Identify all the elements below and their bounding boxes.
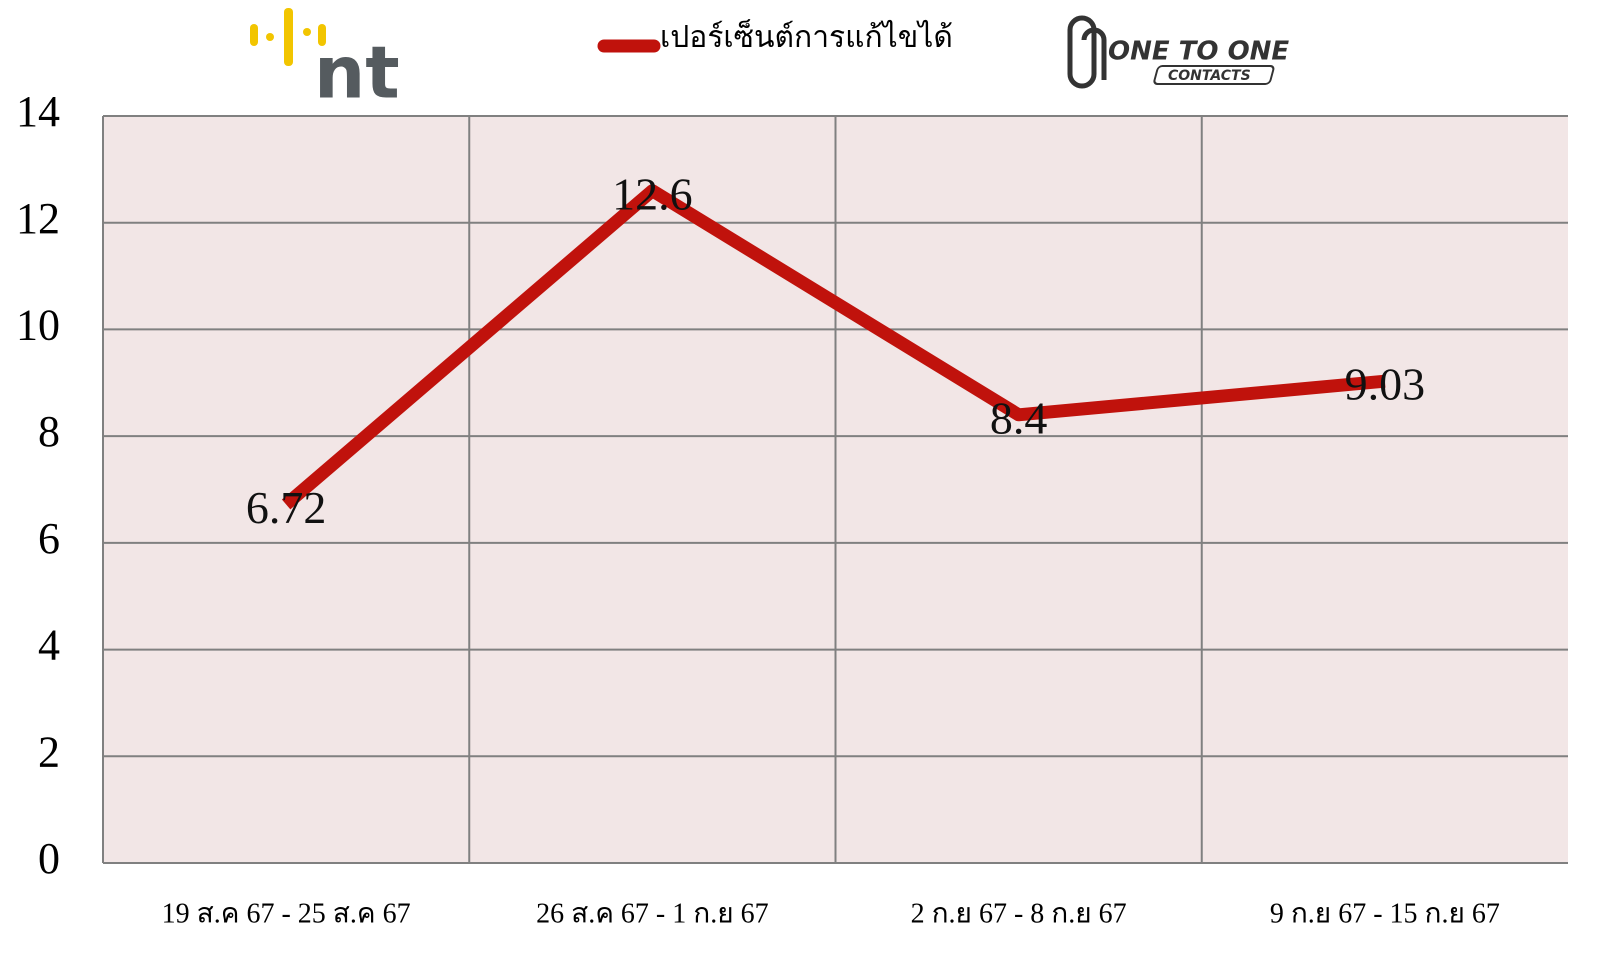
x-tick-label: 2 ก.ย 67 - 8 ก.ย 67	[911, 898, 1127, 929]
y-tick-label: 12	[16, 194, 60, 243]
x-tick-label: 26 ส.ค 67 - 1 ก.ย 67	[536, 898, 769, 929]
logo-one-to-one: ONE TO ONE CONTACTS	[1067, 15, 1289, 89]
logo-bar	[318, 24, 326, 46]
logo-box	[1153, 65, 1275, 85]
y-tick-label: 0	[38, 834, 60, 883]
y-tick-label: 4	[38, 621, 60, 670]
logo-nt: nt	[250, 8, 400, 115]
data-label: 6.72	[246, 482, 327, 533]
logo-text: ONE TO ONE	[1108, 37, 1289, 67]
data-label: 12.6	[612, 168, 693, 219]
x-tick-label: 9 ก.ย 67 - 15 ก.ย 67	[1270, 898, 1500, 929]
logo-text: nt	[314, 31, 400, 115]
y-tick-label: 2	[38, 727, 60, 776]
data-label: 8.4	[990, 392, 1048, 443]
x-tick-label: 19 ส.ค 67 - 25 ส.ค 67	[162, 898, 411, 929]
line-series	[281, 184, 1386, 510]
y-tick-label: 14	[16, 87, 60, 136]
y-tick-label: 8	[38, 407, 60, 456]
logo-subtext: CONTACTS	[1168, 68, 1251, 84]
logo-bar	[266, 33, 274, 41]
y-tick-label: 6	[38, 514, 60, 563]
data-label: 9.03	[1345, 359, 1426, 410]
legend-label: เปอร์เซ็นต์การแก้ไขได้	[660, 18, 953, 54]
logo-bar	[250, 24, 258, 46]
logo-bar	[284, 8, 293, 66]
logo-icon	[1067, 15, 1107, 89]
logo-bar	[303, 28, 311, 36]
y-tick-label: 10	[16, 301, 60, 350]
